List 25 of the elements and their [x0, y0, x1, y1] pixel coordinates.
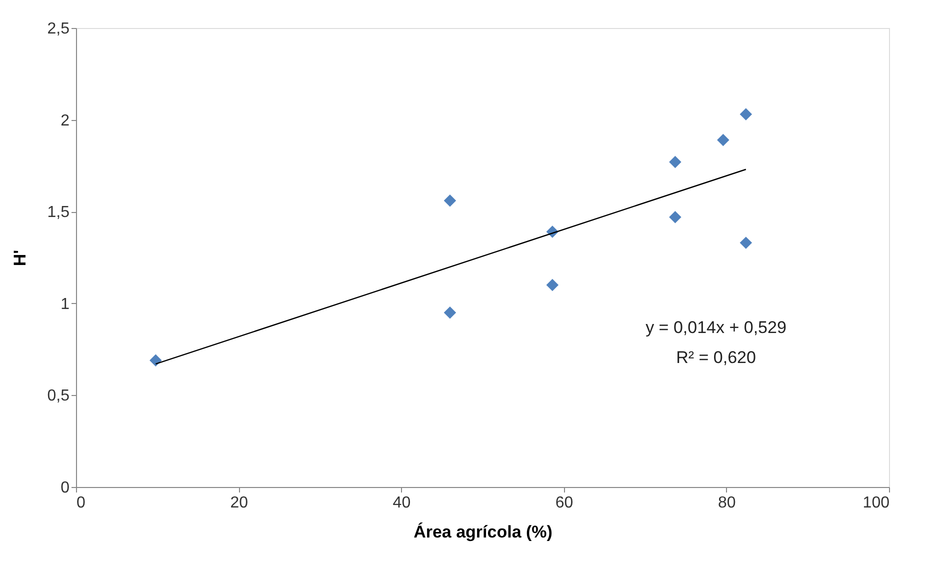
y-tick-label: 2 — [60, 112, 70, 130]
y-axis-title: H' — [10, 250, 30, 266]
y-tick-label: 0 — [60, 480, 70, 496]
point — [444, 306, 456, 319]
x-axis-title: Área agrícola (%) — [414, 522, 552, 542]
y-tick-label: 1 — [60, 296, 70, 313]
y-tick-label: 2,5 — [47, 20, 70, 38]
x-tick-label: 40 — [392, 494, 411, 512]
x-tick-label: 20 — [230, 494, 248, 512]
annotation: y = 0,014x + 0,529 — [646, 318, 786, 337]
point — [669, 210, 682, 224]
x-tick-label: 100 — [862, 494, 890, 512]
x-tick-label: 60 — [555, 494, 574, 512]
y-tick-label: 1,5 — [47, 204, 70, 222]
annotation: R² = 0,620 — [676, 348, 756, 367]
point — [669, 156, 682, 168]
x-tick-label: 80 — [718, 494, 736, 512]
x-tick-label: 0 — [76, 494, 86, 512]
y-tick-label: 0,5 — [47, 388, 70, 405]
point — [444, 194, 456, 207]
point — [740, 236, 752, 249]
point — [740, 108, 752, 120]
point — [717, 134, 730, 146]
point — [546, 278, 559, 292]
point — [150, 354, 162, 366]
